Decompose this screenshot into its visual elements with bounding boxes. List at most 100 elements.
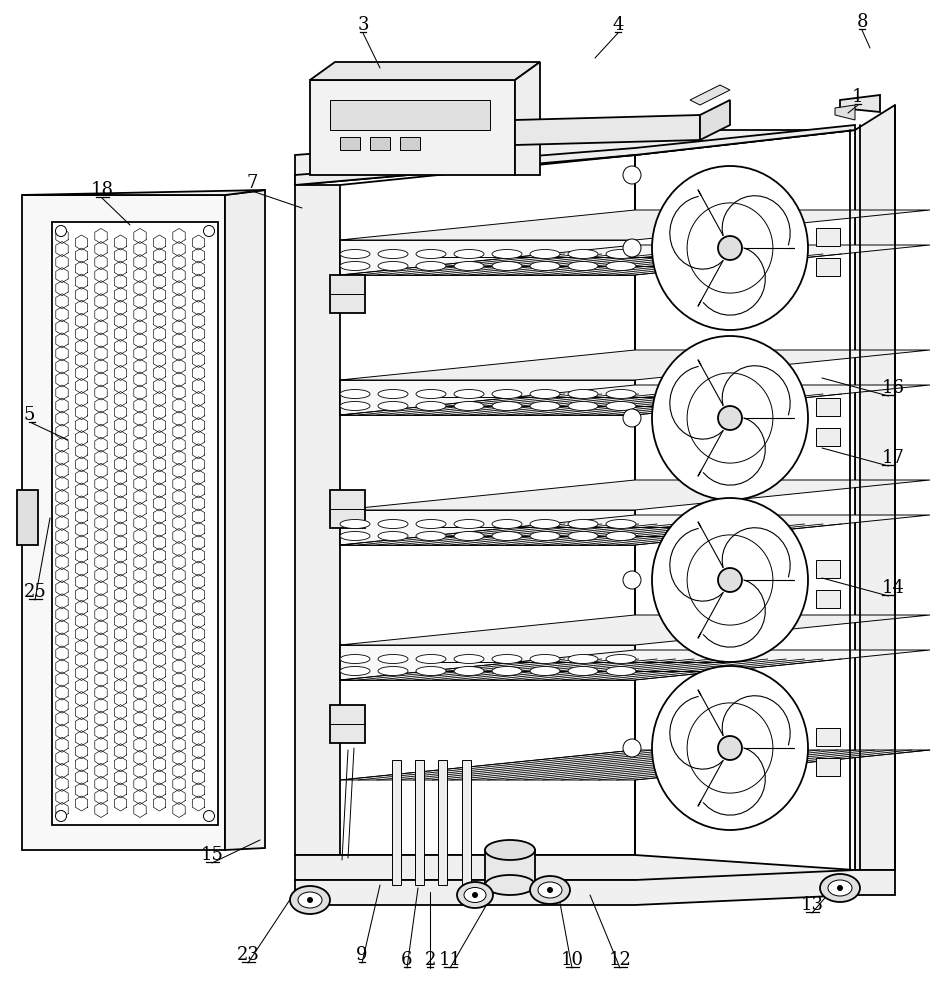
- Circle shape: [547, 887, 553, 893]
- Ellipse shape: [454, 261, 484, 270]
- Ellipse shape: [492, 389, 522, 398]
- Ellipse shape: [454, 666, 484, 676]
- Ellipse shape: [298, 892, 322, 908]
- Polygon shape: [225, 190, 265, 850]
- Polygon shape: [462, 760, 471, 885]
- Text: 10: 10: [561, 951, 583, 969]
- Ellipse shape: [606, 666, 636, 676]
- Ellipse shape: [378, 520, 408, 528]
- Ellipse shape: [568, 389, 598, 398]
- Text: 15: 15: [201, 846, 223, 864]
- Ellipse shape: [687, 373, 773, 463]
- Ellipse shape: [530, 261, 560, 270]
- Ellipse shape: [492, 666, 522, 676]
- Circle shape: [307, 897, 313, 903]
- Ellipse shape: [340, 249, 370, 258]
- Ellipse shape: [606, 261, 636, 270]
- Text: 2: 2: [424, 951, 436, 969]
- Ellipse shape: [652, 498, 808, 662]
- Polygon shape: [515, 62, 540, 175]
- Polygon shape: [840, 95, 880, 112]
- Ellipse shape: [530, 876, 570, 904]
- Circle shape: [472, 892, 478, 898]
- Polygon shape: [295, 870, 895, 905]
- Ellipse shape: [340, 532, 370, 540]
- Ellipse shape: [530, 520, 560, 528]
- Polygon shape: [816, 560, 840, 578]
- Polygon shape: [22, 195, 225, 850]
- Circle shape: [623, 166, 641, 184]
- Polygon shape: [392, 760, 401, 885]
- Ellipse shape: [454, 389, 484, 398]
- Ellipse shape: [492, 532, 522, 540]
- Ellipse shape: [568, 532, 598, 540]
- Polygon shape: [330, 705, 365, 743]
- Polygon shape: [340, 380, 635, 415]
- Ellipse shape: [416, 532, 446, 540]
- Polygon shape: [635, 130, 855, 870]
- Polygon shape: [816, 228, 840, 246]
- Circle shape: [718, 736, 742, 760]
- Ellipse shape: [820, 874, 860, 902]
- Ellipse shape: [652, 166, 808, 330]
- Polygon shape: [295, 185, 340, 855]
- Polygon shape: [340, 510, 635, 545]
- Polygon shape: [816, 728, 840, 746]
- Polygon shape: [415, 760, 424, 885]
- Ellipse shape: [378, 666, 408, 676]
- Ellipse shape: [687, 703, 773, 793]
- Ellipse shape: [492, 261, 522, 270]
- Text: 4: 4: [612, 16, 623, 34]
- Polygon shape: [340, 650, 930, 680]
- Polygon shape: [295, 855, 855, 895]
- Ellipse shape: [530, 249, 560, 258]
- Polygon shape: [816, 758, 840, 776]
- Ellipse shape: [454, 654, 484, 664]
- Text: 8: 8: [856, 13, 868, 31]
- Text: 3: 3: [357, 16, 369, 34]
- Ellipse shape: [378, 261, 408, 270]
- Ellipse shape: [687, 535, 773, 625]
- Polygon shape: [330, 100, 490, 130]
- Circle shape: [718, 236, 742, 260]
- Ellipse shape: [340, 261, 370, 270]
- Ellipse shape: [652, 666, 808, 830]
- Ellipse shape: [378, 532, 408, 540]
- Ellipse shape: [340, 520, 370, 528]
- Circle shape: [623, 239, 641, 257]
- Ellipse shape: [606, 401, 636, 410]
- Ellipse shape: [454, 520, 484, 528]
- Circle shape: [623, 571, 641, 589]
- Circle shape: [623, 409, 641, 427]
- Ellipse shape: [492, 520, 522, 528]
- Ellipse shape: [485, 840, 535, 860]
- Ellipse shape: [492, 249, 522, 258]
- Polygon shape: [340, 480, 930, 510]
- Text: 1: 1: [853, 88, 864, 106]
- Polygon shape: [370, 137, 390, 150]
- Text: 23: 23: [237, 946, 259, 964]
- Ellipse shape: [492, 654, 522, 664]
- Text: 25: 25: [23, 583, 46, 601]
- Polygon shape: [340, 385, 930, 415]
- Ellipse shape: [687, 203, 773, 293]
- Ellipse shape: [606, 654, 636, 664]
- Circle shape: [718, 406, 742, 430]
- Ellipse shape: [378, 401, 408, 410]
- Ellipse shape: [340, 389, 370, 398]
- Ellipse shape: [538, 882, 562, 898]
- Ellipse shape: [606, 249, 636, 258]
- Ellipse shape: [454, 401, 484, 410]
- Circle shape: [55, 810, 67, 822]
- Ellipse shape: [290, 886, 330, 914]
- Polygon shape: [835, 105, 855, 120]
- Ellipse shape: [454, 249, 484, 258]
- Polygon shape: [295, 125, 855, 185]
- Circle shape: [718, 568, 742, 592]
- Polygon shape: [52, 222, 218, 825]
- Ellipse shape: [485, 875, 535, 895]
- Polygon shape: [340, 240, 635, 275]
- Ellipse shape: [416, 654, 446, 664]
- Ellipse shape: [454, 532, 484, 540]
- Polygon shape: [340, 645, 635, 680]
